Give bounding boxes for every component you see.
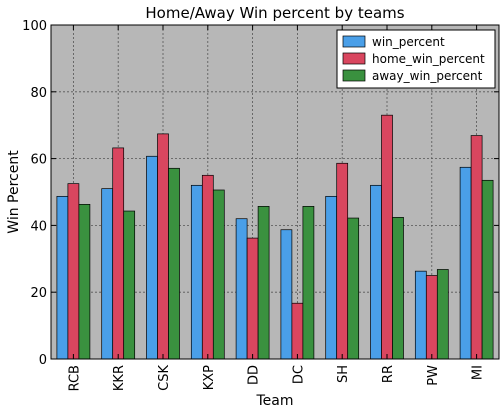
bar-win_percent-SH — [325, 195, 338, 360]
bar-away_win_percent-DD — [257, 206, 270, 360]
chart-title: Home/Away Win percent by teams — [145, 4, 404, 22]
bar-win_percent-PW — [414, 270, 427, 360]
bar-away_win_percent-PW — [436, 269, 449, 360]
bar-win_percent-KKR — [101, 188, 114, 360]
bar-win_percent-RR — [370, 184, 382, 360]
bar-away_win_percent-KXP — [212, 189, 225, 360]
legend-swatch-away_win_percent — [342, 69, 366, 82]
bars — [56, 114, 494, 360]
bar-win_percent-KXP — [190, 184, 203, 360]
y-axis-label: Win Percent — [6, 150, 22, 234]
legend: win_percent home_win_percent away_win_perc… — [336, 29, 496, 89]
bar-home_win_percent-PW — [425, 275, 438, 360]
x-tick-label: KXP — [202, 365, 217, 390]
legend-label-away_win_percent: away_win_percent — [372, 69, 483, 83]
y-tick-label: 20 — [30, 286, 47, 301]
bar-away_win_percent-RCB — [78, 204, 91, 360]
legend-swatch-win_percent — [342, 35, 366, 48]
bar-win_percent-DC — [280, 229, 293, 360]
y-tick-label: 80 — [30, 86, 47, 101]
y-tick-label: 40 — [30, 219, 47, 234]
bar-home_win_percent-KXP — [201, 174, 214, 360]
bar-away_win_percent-CSK — [168, 167, 180, 360]
x-tick-label: RR — [381, 365, 396, 383]
bar-home_win_percent-KKR — [112, 147, 125, 360]
bar-away_win_percent-KKR — [123, 210, 136, 360]
bar-win_percent-RCB — [56, 195, 69, 360]
legend-label-home_win_percent: home_win_percent — [372, 52, 485, 66]
bar-win_percent-MI — [459, 166, 472, 360]
bar-home_win_percent-CSK — [157, 133, 169, 360]
x-tick-label: PW — [426, 365, 441, 386]
bar-home_win_percent-SH — [336, 162, 349, 360]
bar-win_percent-DD — [235, 218, 248, 360]
bar-away_win_percent-RR — [392, 217, 404, 360]
y-tick-label: 100 — [22, 19, 47, 34]
bar-home_win_percent-MI — [470, 135, 483, 360]
bar-home_win_percent-DC — [291, 302, 304, 360]
bar-home_win_percent-RR — [381, 114, 393, 360]
y-tick-label: 60 — [30, 153, 47, 168]
x-axis-label: Team — [255, 393, 293, 409]
y-tick-label: 0 — [39, 353, 47, 368]
legend-swatch-home_win_percent — [342, 52, 366, 65]
bar-away_win_percent-DC — [302, 206, 315, 360]
plot-frame — [50, 24, 500, 360]
bar-away_win_percent-SH — [347, 217, 360, 360]
x-tick-label: MI — [471, 365, 486, 380]
x-tick-label: DC — [291, 365, 306, 384]
x-tick-label: DD — [247, 365, 262, 385]
legend-label-win_percent: win_percent — [372, 35, 445, 49]
x-tick-label: RCB — [67, 365, 82, 391]
x-tick-label: CSK — [157, 365, 172, 391]
x-tick-label: KKR — [112, 365, 127, 391]
bar-away_win_percent-MI — [481, 179, 494, 360]
bar-home_win_percent-RCB — [67, 183, 80, 360]
y-axis-ticks: 0 20 40 60 80 100 — [22, 19, 499, 368]
bar-win_percent-CSK — [146, 155, 158, 360]
x-tick-label: SH — [336, 365, 351, 383]
bar-home_win_percent-DD — [246, 237, 259, 360]
x-axis-ticks: RCB KKR CSK KXP DD DC SH RR PW MI — [67, 25, 486, 391]
